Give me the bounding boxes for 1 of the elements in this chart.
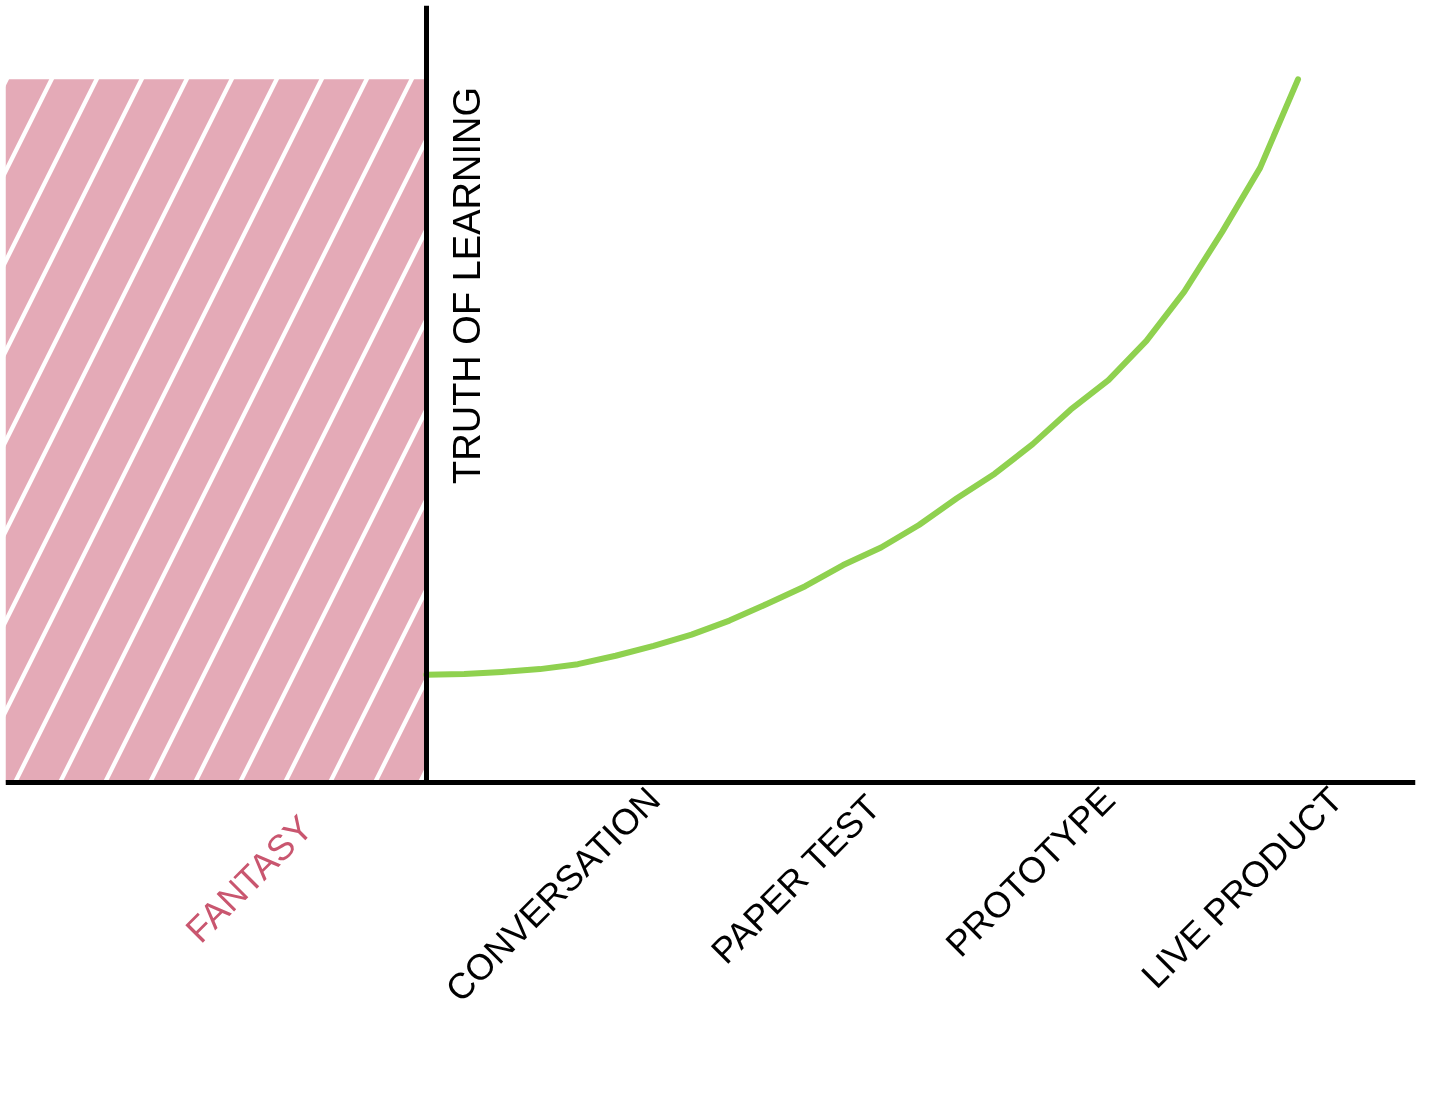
y-axis-title: TRUTH OF LEARNING: [446, 87, 489, 484]
